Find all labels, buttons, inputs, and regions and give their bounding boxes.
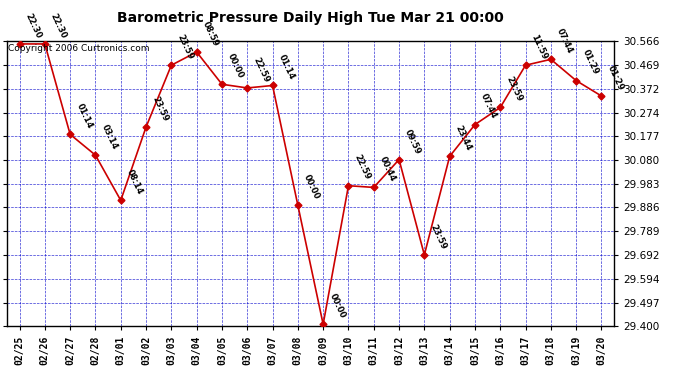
Text: 01:29: 01:29 <box>580 48 600 76</box>
Text: 22:30: 22:30 <box>49 12 68 40</box>
Text: 23:59: 23:59 <box>150 95 170 123</box>
Text: 22:59: 22:59 <box>353 153 372 182</box>
Text: 07:44: 07:44 <box>555 27 575 55</box>
Text: Copyright 2006 Curtronics.com: Copyright 2006 Curtronics.com <box>8 44 149 53</box>
Text: 22:59: 22:59 <box>251 56 271 84</box>
Text: 23:59: 23:59 <box>428 223 448 251</box>
Text: 00:44: 00:44 <box>378 155 397 183</box>
Text: 00:00: 00:00 <box>302 173 322 201</box>
Text: 09:59: 09:59 <box>403 128 422 155</box>
Text: 00:00: 00:00 <box>226 53 246 80</box>
Text: 08:14: 08:14 <box>125 168 144 196</box>
Text: 01:14: 01:14 <box>75 102 94 130</box>
Text: 23:44: 23:44 <box>454 124 473 152</box>
Text: 00:00: 00:00 <box>327 292 346 320</box>
Text: 08:59: 08:59 <box>201 20 220 48</box>
Text: 23:59: 23:59 <box>175 33 195 61</box>
Text: 03:14: 03:14 <box>99 123 119 151</box>
Text: 23:59: 23:59 <box>504 75 524 104</box>
Text: 22:30: 22:30 <box>23 12 43 40</box>
Text: 01:14: 01:14 <box>277 53 296 81</box>
Text: 01:29: 01:29 <box>606 64 625 92</box>
Text: 11:59: 11:59 <box>530 33 549 61</box>
Text: 07:44: 07:44 <box>479 93 499 120</box>
Text: Barometric Pressure Daily High Tue Mar 21 00:00: Barometric Pressure Daily High Tue Mar 2… <box>117 11 504 25</box>
